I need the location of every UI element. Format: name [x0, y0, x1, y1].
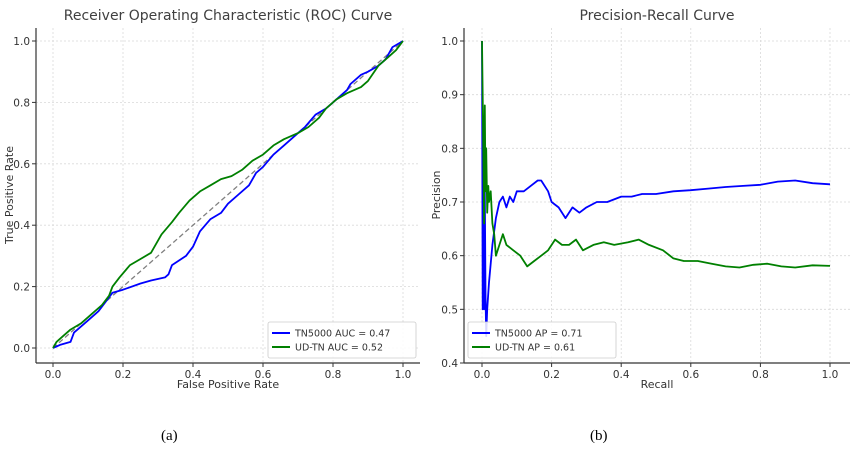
roc-series — [52, 40, 404, 349]
y-tick-label: 1.0 — [13, 36, 30, 48]
y-tick-label: 0.0 — [13, 343, 30, 355]
roc-ticks: 0.0 0.2 0.4 0.6 0.8 1.0 0.0 0.2 0.4 0.6 0.8 1.0 — [13, 36, 411, 381]
y-tick-label: 0.9 — [441, 90, 458, 102]
series-line-tn5000 — [52, 40, 404, 349]
pr-ticks: 0.0 0.2 0.4 0.6 0.8 1.0 0.4 0.5 0.6 0.7 0.8 0.9 1.0 — [441, 36, 838, 381]
y-tick-label: 0.2 — [13, 282, 30, 294]
series-line-ud-tn — [52, 40, 404, 349]
roc-axes — [35, 28, 420, 364]
x-tick-label: 0.0 — [45, 369, 62, 381]
caption-b: (b) — [590, 428, 608, 444]
y-tick-label: 0.7 — [441, 197, 458, 209]
pr-legend: TN5000 AP = 0.71 UD-TN AP = 0.61 — [467, 321, 617, 359]
legend-label: UD-TN AUC = 0.52 — [295, 343, 383, 354]
x-tick-label: 0.4 — [185, 369, 202, 381]
x-tick-label: 1.0 — [395, 369, 412, 381]
x-tick-label: 0.0 — [474, 369, 491, 381]
roc-ylabel: True Positive Rate — [3, 146, 16, 245]
y-tick-label: 0.8 — [13, 97, 30, 109]
y-tick-label: 0.6 — [13, 159, 30, 171]
x-tick-label: 1.0 — [822, 369, 839, 381]
pr-chart: Precision-Recall Curve 0.0 0.2 0.4 0.6 0.8 1.… — [430, 8, 850, 391]
roc-xlabel: False Positive Rate — [177, 378, 279, 391]
roc-legend: TN5000 AUC = 0.47 UD-TN AUC = 0.52 — [267, 321, 417, 359]
x-tick-label: 0.2 — [543, 369, 560, 381]
legend-label: TN5000 AP = 0.71 — [494, 329, 583, 340]
pr-title: Precision-Recall Curve — [579, 8, 734, 24]
pr-grid — [464, 28, 850, 364]
series-line-ud-tn — [481, 40, 831, 269]
y-tick-label: 0.6 — [441, 251, 458, 263]
x-tick-label: 0.6 — [255, 369, 272, 381]
x-tick-label: 0.8 — [325, 369, 342, 381]
y-tick-label: 0.5 — [441, 304, 458, 316]
x-tick-label: 0.6 — [682, 369, 699, 381]
pr-series — [481, 40, 831, 338]
x-tick-label: 0.2 — [115, 369, 132, 381]
roc-chart: Receiver Operating Characteristic (ROC) … — [3, 8, 420, 391]
roc-title: Receiver Operating Characteristic (ROC) … — [64, 8, 393, 24]
pr-xlabel: Recall — [641, 378, 674, 391]
caption-a: (a) — [161, 428, 178, 444]
legend-label: TN5000 AUC = 0.47 — [294, 329, 390, 340]
x-tick-label: 0.4 — [613, 369, 630, 381]
legend-label: UD-TN AP = 0.61 — [495, 343, 575, 354]
pr-axes — [463, 28, 850, 364]
pr-ylabel: Precision — [430, 170, 443, 219]
y-tick-label: 1.0 — [441, 36, 458, 48]
series-line-tn5000 — [481, 40, 831, 338]
legend-box — [267, 321, 417, 359]
y-tick-label: 0.4 — [441, 358, 458, 370]
x-tick-label: 0.8 — [752, 369, 769, 381]
y-tick-label: 0.4 — [13, 220, 30, 232]
y-tick-label: 0.8 — [441, 143, 458, 155]
legend-box — [467, 321, 617, 359]
